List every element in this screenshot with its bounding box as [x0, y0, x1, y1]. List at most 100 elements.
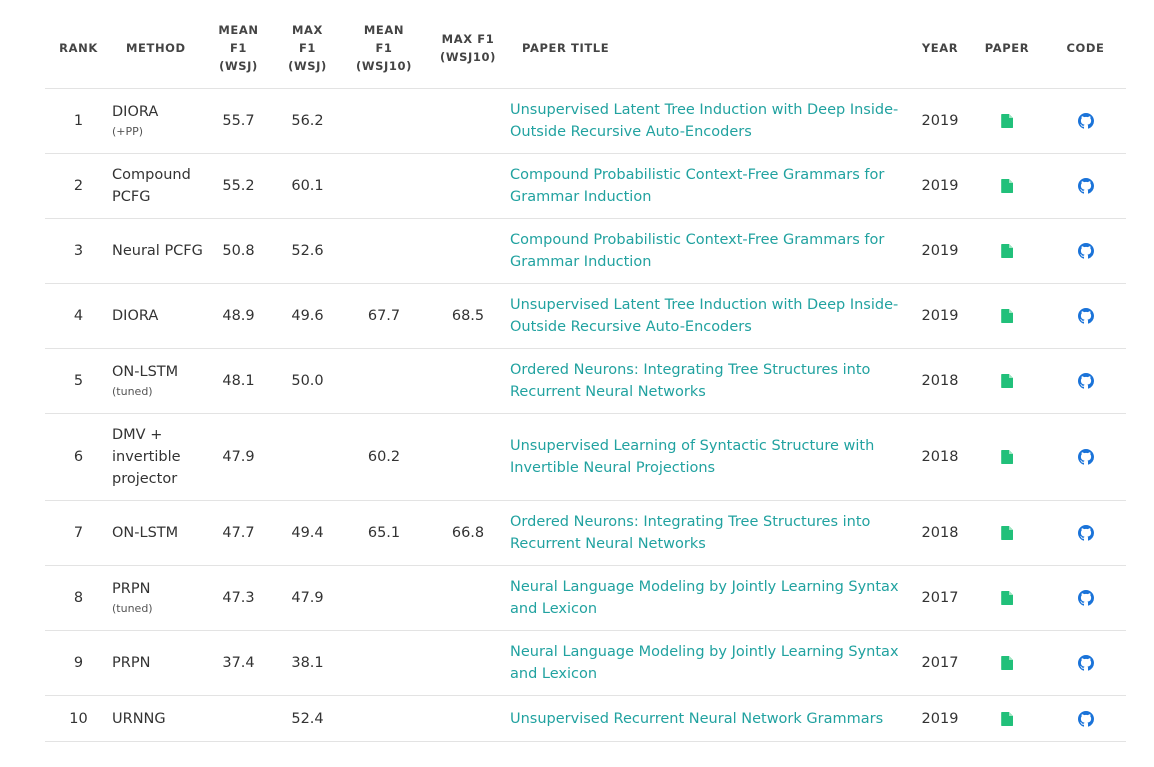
github-icon[interactable]: [1077, 655, 1094, 671]
method-note: (+PP): [112, 125, 144, 138]
paper-cell: [969, 283, 1045, 349]
code-cell: [1045, 695, 1126, 742]
year-cell: 2018: [911, 348, 969, 414]
header-max-f1-wsj10[interactable]: MAX F1 (WSJ10): [426, 8, 510, 89]
github-icon[interactable]: [1077, 449, 1094, 465]
mean-f1-wsj10-cell: [342, 348, 426, 414]
code-cell: [1045, 565, 1126, 631]
paper-cell: [969, 88, 1045, 154]
header-paper-title[interactable]: PAPER TITLE: [510, 8, 911, 89]
file-icon[interactable]: [1001, 113, 1013, 129]
header-year[interactable]: YEAR: [911, 8, 969, 89]
paper-title-link[interactable]: Unsupervised Latent Tree Induction with …: [510, 297, 899, 335]
paper-title-cell: Unsupervised Latent Tree Induction with …: [510, 88, 911, 154]
paper-title-cell: Neural Language Modeling by Jointly Lear…: [510, 565, 911, 631]
github-icon[interactable]: [1077, 113, 1094, 129]
method-cell: DIORA: [112, 283, 204, 349]
mean-f1-wsj-cell: 47.7: [204, 500, 273, 566]
code-cell: [1045, 413, 1126, 501]
paper-cell: [969, 348, 1045, 414]
paper-title-cell: Neural Language Modeling by Jointly Lear…: [510, 630, 911, 696]
method-cell: DIORA (+PP): [112, 88, 204, 154]
rank-cell: 9: [45, 630, 112, 696]
file-icon[interactable]: [1001, 525, 1013, 541]
paper-cell: [969, 630, 1045, 696]
paper-title-link[interactable]: Compound Probabilistic Context-Free Gram…: [510, 232, 885, 270]
header-line: MAX F1: [441, 32, 495, 46]
max-f1-wsj10-cell: [426, 153, 510, 219]
table-row: 2 Compound PCFG 55.2 60.1 Compound Probabili…: [45, 153, 1126, 219]
github-icon[interactable]: [1077, 525, 1094, 541]
github-icon[interactable]: [1077, 710, 1094, 727]
paper-cell: [969, 500, 1045, 566]
mean-f1-wsj10-cell: 60.2: [342, 413, 426, 501]
header-method[interactable]: METHOD: [112, 8, 204, 89]
method-cell: DMV + invertible projector: [112, 413, 204, 501]
table-row: 5 ON-LSTM (tuned) 48.1 50.0 Ordered Neurons: …: [45, 348, 1126, 414]
paper-title-link[interactable]: Unsupervised Recurrent Neural Network Gr…: [510, 710, 884, 727]
paper-title-link[interactable]: Ordered Neurons: Integrating Tree Struct…: [510, 514, 871, 552]
paper-title-link[interactable]: Compound Probabilistic Context-Free Gram…: [510, 167, 885, 205]
paper-title-link[interactable]: Neural Language Modeling by Jointly Lear…: [510, 579, 899, 617]
github-icon[interactable]: [1077, 590, 1094, 606]
rank-cell: 7: [45, 500, 112, 566]
paper-title-cell: Unsupervised Latent Tree Induction with …: [510, 283, 911, 349]
year-cell: 2018: [911, 413, 969, 501]
paper-cell: [969, 413, 1045, 501]
code-cell: [1045, 500, 1126, 566]
rank-cell: 8: [45, 565, 112, 631]
mean-f1-wsj-cell: 50.8: [204, 218, 273, 284]
method-name: PRPN: [112, 655, 151, 671]
method-cell: URNNG: [112, 695, 204, 742]
max-f1-wsj10-cell: [426, 413, 510, 501]
paper-title-link[interactable]: Unsupervised Latent Tree Induction with …: [510, 102, 899, 140]
file-icon[interactable]: [1001, 449, 1013, 465]
header-code: CODE: [1045, 8, 1126, 89]
mean-f1-wsj-cell: [204, 695, 273, 742]
file-icon[interactable]: [1001, 373, 1013, 389]
paper-cell: [969, 565, 1045, 631]
code-cell: [1045, 218, 1126, 284]
mean-f1-wsj10-cell: 65.1: [342, 500, 426, 566]
max-f1-wsj-cell: 60.1: [273, 153, 342, 219]
header-line: (WSJ): [219, 59, 258, 73]
header-max-f1-wsj[interactable]: MAX F1 (WSJ): [273, 8, 342, 89]
year-cell: 2017: [911, 565, 969, 631]
file-icon[interactable]: [1001, 655, 1013, 671]
method-cell: Neural PCFG: [112, 218, 204, 284]
file-icon[interactable]: [1001, 590, 1013, 606]
paper-title-link[interactable]: Ordered Neurons: Integrating Tree Struct…: [510, 362, 871, 400]
header-rank[interactable]: RANK: [45, 8, 112, 89]
method-cell: ON-LSTM (tuned): [112, 348, 204, 414]
header-line: F1: [298, 41, 317, 55]
header-line: (WSJ): [288, 59, 327, 73]
max-f1-wsj-cell: 49.6: [273, 283, 342, 349]
mean-f1-wsj-cell: 55.2: [204, 153, 273, 219]
mean-f1-wsj10-cell: 67.7: [342, 283, 426, 349]
mean-f1-wsj10-cell: [342, 630, 426, 696]
rank-cell: 6: [45, 413, 112, 501]
paper-title-link[interactable]: Neural Language Modeling by Jointly Lear…: [510, 644, 899, 682]
code-cell: [1045, 88, 1126, 154]
file-icon[interactable]: [1001, 178, 1013, 194]
paper-title-link[interactable]: Unsupervised Learning of Syntactic Struc…: [510, 438, 875, 476]
file-icon[interactable]: [1001, 243, 1013, 259]
rank-cell: 2: [45, 153, 112, 219]
github-icon[interactable]: [1077, 308, 1094, 324]
max-f1-wsj-cell: [273, 413, 342, 501]
header-line: MEAN: [363, 23, 405, 37]
github-icon[interactable]: [1077, 178, 1094, 194]
method-cell: PRPN: [112, 630, 204, 696]
table-row: 8 PRPN (tuned) 47.3 47.9 Neural Language Mode…: [45, 565, 1126, 631]
github-icon[interactable]: [1077, 243, 1094, 259]
github-icon[interactable]: [1077, 373, 1094, 389]
paper-cell: [969, 218, 1045, 284]
file-icon[interactable]: [1001, 308, 1013, 324]
file-icon[interactable]: [1001, 711, 1013, 727]
header-mean-f1-wsj[interactable]: MEAN F1 (WSJ): [204, 8, 273, 89]
max-f1-wsj-cell: 47.9: [273, 565, 342, 631]
header-mean-f1-wsj10[interactable]: MEAN F1 (WSJ10): [342, 8, 426, 89]
mean-f1-wsj10-cell: [342, 218, 426, 284]
mean-f1-wsj10-cell: [342, 695, 426, 742]
year-cell: 2019: [911, 88, 969, 154]
